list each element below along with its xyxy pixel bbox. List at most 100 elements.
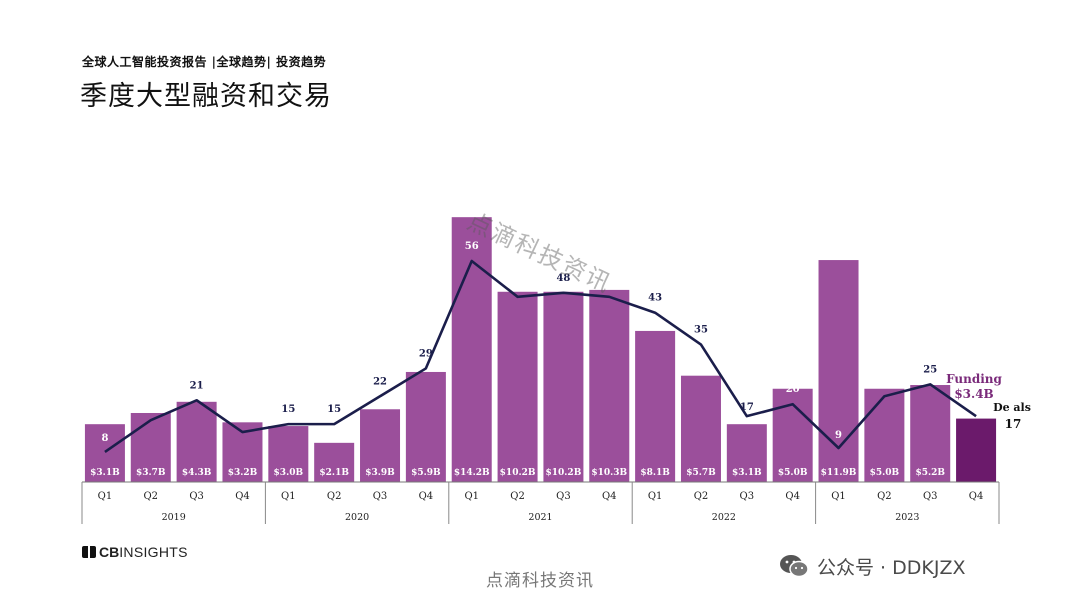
quarter-tick-label: Q3 (923, 491, 938, 502)
page-title: 季度大型融资和交易 (80, 81, 332, 112)
funding-bar (818, 260, 859, 482)
bar-value-label: $5.7B (686, 468, 716, 478)
funding-bar (910, 385, 951, 482)
deals-callout-value: 17 (1005, 417, 1022, 431)
bar-value-label: $5.2B (915, 468, 945, 478)
deals-value-label: 20 (786, 384, 800, 395)
deals-value-label: 56 (465, 241, 479, 252)
funding-bar (268, 426, 309, 482)
bar-value-label: $2.1B (319, 468, 349, 478)
bar-value-label: $3.0B (274, 468, 304, 478)
deals-value-label: 48 (556, 273, 570, 284)
wechat-icon (780, 555, 809, 578)
wechat-account-label: 公众号 · DDKJZX (817, 556, 966, 579)
funding-bar (497, 291, 538, 482)
funding-bar (589, 289, 630, 482)
funding-callout-value: $3.4B (954, 387, 993, 401)
deals-value-label: 35 (694, 325, 708, 336)
funding-bar (956, 418, 997, 482)
deals-series-line (104, 259, 977, 454)
bar-value-label: $11.9B (821, 468, 857, 478)
quarter-tick-label: Q2 (327, 491, 342, 502)
funding-bar (84, 424, 125, 482)
funding-bar (130, 412, 171, 482)
deals-value-label: 15 (281, 404, 295, 415)
quarter-tick-label: Q4 (785, 491, 800, 502)
footer-watermark: 点滴科技资讯 (486, 571, 594, 591)
deals-value-label: 43 (648, 293, 662, 304)
quarter-tick-label: Q4 (419, 491, 434, 502)
quarter-tick-label: Q3 (189, 491, 204, 502)
quarter-tick-label: Q4 (969, 491, 984, 502)
quarter-tick-label: Q2 (877, 491, 892, 502)
funding-bar (680, 375, 721, 482)
bar-value-label: $3.2B (228, 468, 258, 478)
funding-bar (314, 442, 355, 482)
year-label: 2019 (162, 512, 186, 523)
bar-value-label: $10.3B (591, 468, 627, 478)
deals-value-label: 15 (327, 404, 341, 415)
bar-value-label: $4.3B (182, 468, 212, 478)
quarter-tick-label: Q1 (648, 491, 663, 502)
cb-logo-icon (82, 546, 96, 558)
quarter-tick-label: Q2 (510, 491, 525, 502)
funding-bar (451, 217, 492, 483)
year-label: 2021 (528, 512, 552, 523)
bar-value-label: $10.2B (500, 468, 536, 478)
bar-value-label: $10.2B (546, 468, 582, 478)
quarter-tick-label: Q3 (373, 491, 388, 502)
deals-value-label: 8 (101, 433, 108, 444)
deals-value-label: 47 (511, 277, 525, 288)
deals-value-label: 16 (144, 400, 158, 411)
funding-bar (543, 291, 584, 482)
funding-bars: $3.1B $3.7B $4.3B $3.2B $3.0B $2.1B $3.9B $5.9B… (84, 217, 997, 483)
quarter-tick-label: Q3 (556, 491, 571, 502)
bar-value-label: $14.2B (454, 468, 490, 478)
quarter-tick-label: Q4 (602, 491, 617, 502)
bar-value-label: $3.1B (732, 468, 762, 478)
wechat-account: 公众号 · DDKJZX (779, 552, 965, 580)
quarter-tick-label: Q1 (831, 491, 846, 502)
funding-bar (360, 409, 401, 482)
bar-value-label: $3.7B (136, 468, 166, 478)
logo-cb-text: CB (99, 544, 120, 560)
funding-bar (635, 330, 676, 482)
deals-value-label: 17 (740, 402, 754, 413)
deals-value-label: 25 (923, 364, 937, 375)
year-label: 2022 (712, 512, 736, 523)
deals-value-label: 21 (190, 380, 204, 391)
deals-value-label: 9 (835, 430, 842, 441)
cb-insights-logo: CB INSIGHTS (82, 543, 188, 561)
deals-value-label: 22 (877, 376, 891, 387)
quarter-tick-label: Q1 (98, 491, 113, 502)
deals-line: 8 16 21 13 15 15 22 29 56 47 48 47 43 35 17 20 9 22 25 (101, 241, 977, 454)
bar-value-label: $3.1B (90, 468, 120, 478)
logo-insights-text: INSIGHTS (119, 544, 188, 560)
year-label: 2020 (345, 512, 369, 523)
bar-value-label: $3.9B (365, 468, 395, 478)
quarter-tick-label: Q2 (694, 491, 709, 502)
quarter-tick-label: Q1 (281, 491, 296, 502)
report-subtitle: 全球人工智能投资报告 |全球趋势| 投资趋势 (82, 55, 327, 69)
bar-value-label: $5.0B (778, 468, 808, 478)
funding-bar (864, 388, 905, 482)
quarter-tick-label: Q1 (464, 491, 479, 502)
bar-value-label: $5.9B (411, 468, 441, 478)
bar-value-label: $8.1B (640, 468, 670, 478)
bar-value-label: $5.0B (870, 468, 900, 478)
funding-bar (726, 424, 767, 482)
deals-value-label: 22 (373, 376, 387, 387)
funding-bar (176, 401, 217, 482)
x-axis: Q1 Q2 Q3 Q4 Q1 Q2 Q3 Q4 Q1 Q2 Q3 Q4 Q1 Q2 Q3 Q4 Q1 Q2 Q3 Q4… (81, 481, 1000, 524)
deals-value-label: 13 (236, 412, 250, 423)
deals-value-label: 29 (419, 348, 433, 359)
deals-callout-label: De als (993, 401, 1031, 414)
quarter-tick-label: Q3 (740, 491, 755, 502)
quarter-tick-label: Q2 (143, 491, 158, 502)
funding-bar (405, 371, 446, 482)
quarter-tick-label: Q4 (235, 491, 250, 502)
year-label: 2023 (895, 512, 919, 523)
deals-value-label: 47 (602, 277, 616, 288)
